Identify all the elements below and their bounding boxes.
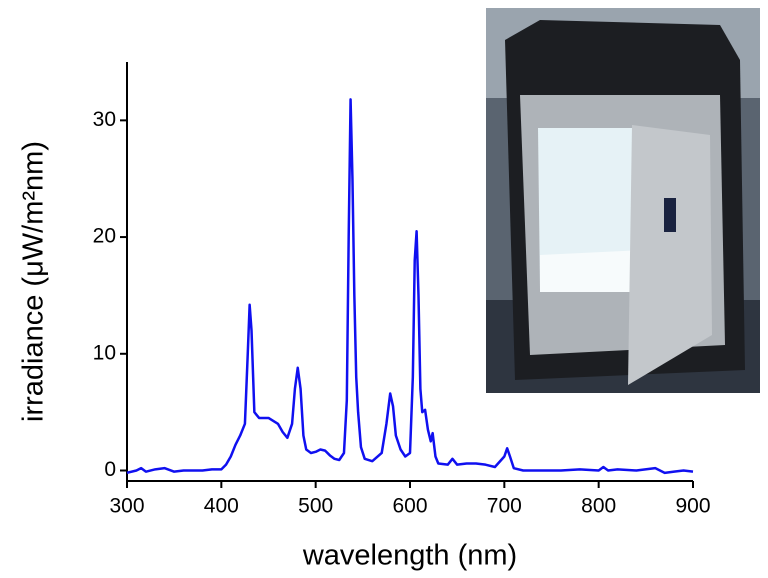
y-tick-label: 30 [93, 108, 116, 131]
x-tick-label: 600 [392, 495, 427, 518]
x-tick-label: 700 [487, 495, 522, 518]
inset-photo [486, 8, 760, 393]
photo-interior [538, 128, 645, 290]
photo-logo [664, 198, 676, 232]
y-axis-label: irradiance (μW/m²nm) [18, 141, 50, 422]
y-tick-label: 20 [93, 225, 116, 248]
y-tick-label: 10 [93, 341, 116, 364]
x-tick-label: 400 [204, 495, 239, 518]
x-axis-label: wavelength (nm) [302, 540, 517, 572]
x-tick-label: 300 [109, 495, 144, 518]
photo-floor [540, 250, 645, 292]
spectrum-line [126, 98, 694, 475]
x-tick-label: 900 [675, 495, 710, 518]
x-tick-label: 800 [581, 495, 616, 518]
photo-door [628, 125, 712, 385]
x-tick-label: 500 [298, 495, 333, 518]
y-tick-label: 0 [104, 458, 116, 481]
